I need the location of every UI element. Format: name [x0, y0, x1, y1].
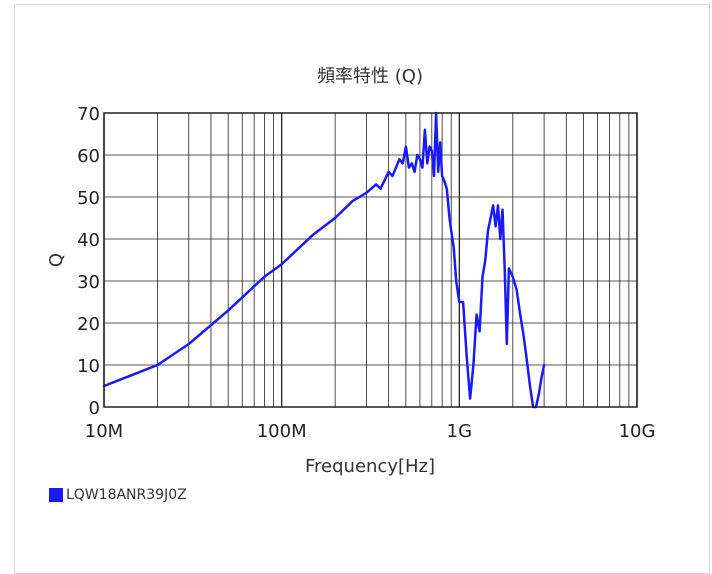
y-tick-label: 0 — [89, 398, 100, 419]
y-tick-label: 60 — [77, 146, 100, 167]
legend-label: LQW18ANR39J0Z — [66, 487, 187, 503]
y-tick-label: 20 — [77, 314, 100, 335]
chart-panel — [14, 4, 710, 574]
x-tick-label: 1G — [447, 421, 472, 442]
x-tick-label: 10G — [619, 421, 656, 442]
y-tick-label: 30 — [77, 272, 100, 293]
y-tick-label: 50 — [77, 188, 100, 209]
chart-title: 頻率特性 (Q) — [317, 66, 423, 87]
x-axis-label: Frequency[Hz] — [305, 456, 435, 477]
legend: LQW18ANR39J0Z — [49, 487, 187, 503]
y-tick-label: 10 — [77, 356, 100, 377]
y-tick-label: 70 — [77, 104, 100, 125]
plot-area-border — [103, 112, 638, 408]
y-axis-label: Q — [46, 253, 67, 267]
x-tick-label: 10M — [85, 421, 123, 442]
series-line — [102, 111, 546, 409]
legend-swatch — [49, 488, 63, 502]
y-tick-label: 40 — [77, 230, 100, 251]
x-tick-label: 100M — [257, 421, 307, 442]
